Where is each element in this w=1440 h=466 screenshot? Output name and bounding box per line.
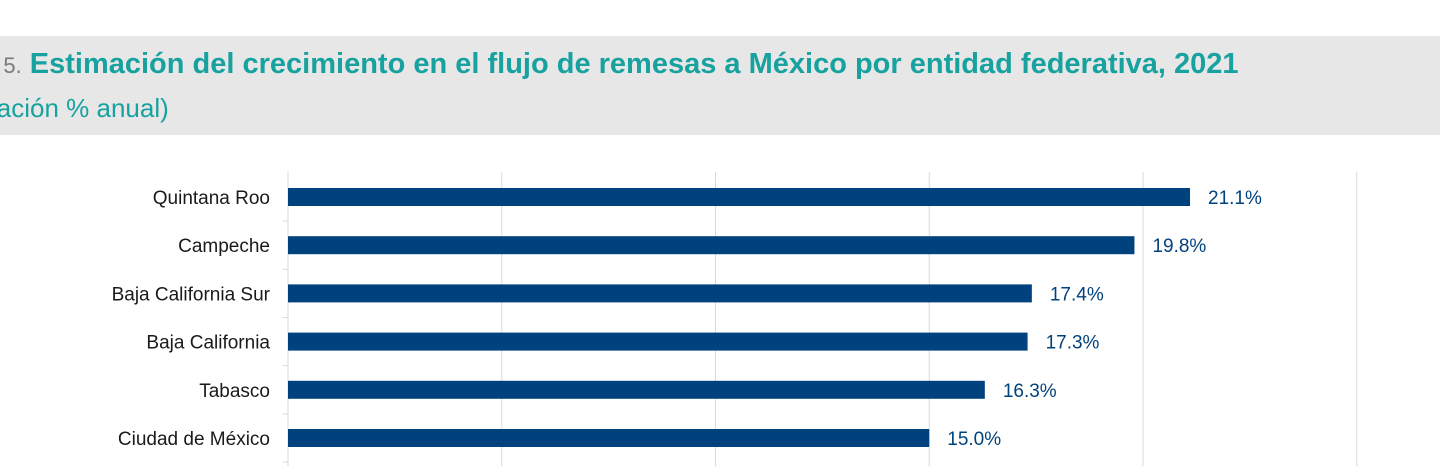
title-band	[0, 36, 1440, 135]
data-label: 19.8%	[1152, 236, 1206, 257]
data-label: 21.1%	[1208, 188, 1262, 209]
figure-number: ca 5.	[0, 53, 22, 78]
bar	[288, 284, 1032, 303]
category-label: Campeche	[178, 236, 270, 257]
bar	[288, 236, 1135, 255]
bar	[288, 188, 1191, 206]
category-label: Baja California Sur	[112, 284, 271, 305]
bar	[288, 429, 930, 447]
chart-subtitle: iación % anual)	[0, 93, 169, 123]
category-label: Quintana Roo	[153, 188, 270, 209]
data-label: 17.4%	[1050, 284, 1104, 305]
title-text: Estimación del crecimiento en el flujo d…	[29, 48, 1239, 80]
data-label: 17.3%	[1046, 333, 1100, 354]
bar	[288, 380, 985, 399]
category-label: Ciudad de México	[118, 429, 270, 450]
bar	[288, 332, 1028, 351]
data-label: 15.0%	[947, 429, 1001, 450]
chart-title: ca 5. Estimación del crecimiento en el f…	[0, 46, 1239, 84]
category-label: Tabasco	[199, 381, 270, 402]
category-label: Baja California	[146, 333, 270, 354]
data-label: 16.3%	[1003, 381, 1057, 402]
